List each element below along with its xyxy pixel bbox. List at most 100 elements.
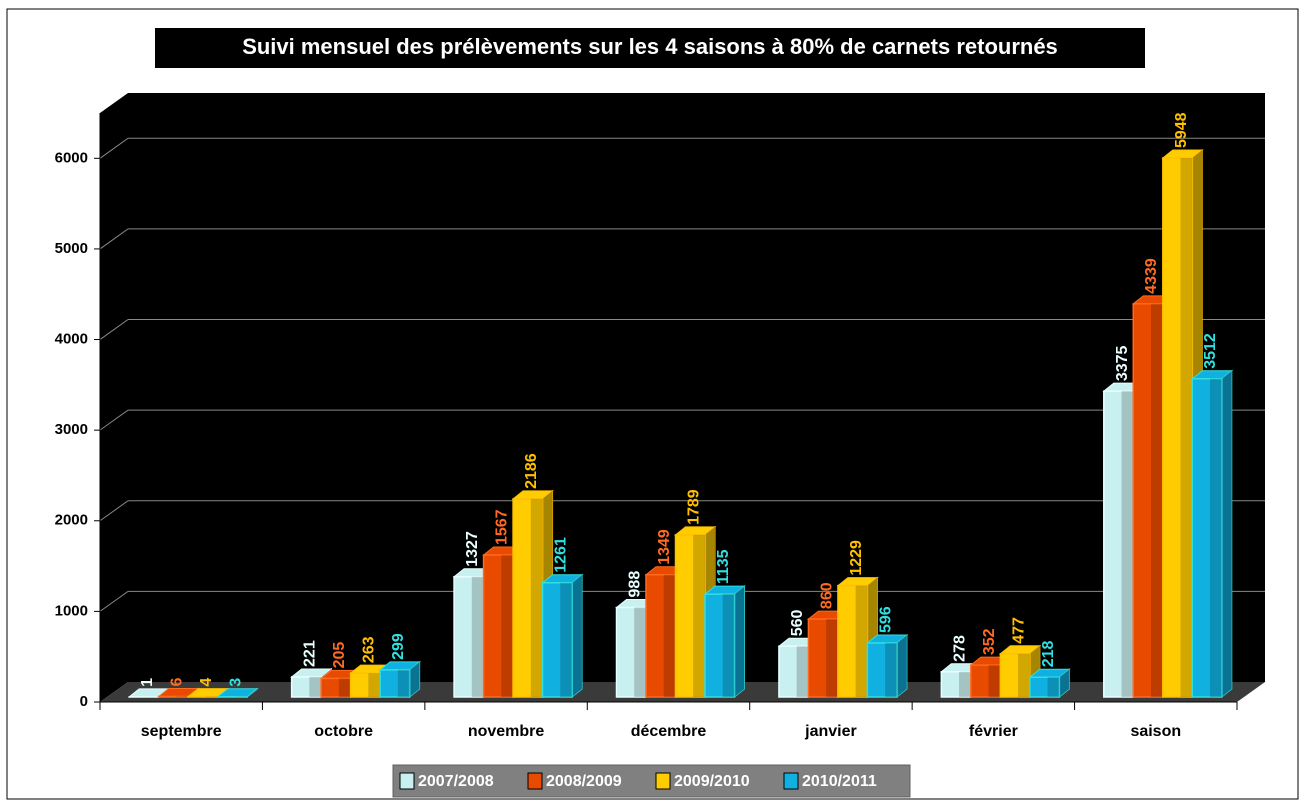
bar-front-shade <box>176 696 189 697</box>
bar-front-shade <box>501 555 514 697</box>
bar-front-shade <box>368 673 381 697</box>
legend-swatch <box>527 772 543 790</box>
legend-swatch <box>399 772 415 790</box>
legend-label: 2010/2011 <box>802 773 877 790</box>
bar-front-shade <box>885 642 897 697</box>
value-label: 2186 <box>523 453 540 489</box>
bar-front-shade <box>634 607 646 697</box>
x-tick-label: novembre <box>468 723 545 740</box>
y-tick-label: 5000 <box>55 240 88 257</box>
bar-front-shade <box>693 534 705 697</box>
grid-line-side <box>99 319 129 340</box>
value-label: 3375 <box>1114 345 1131 381</box>
y-tick-label: 1000 <box>55 602 88 619</box>
bar-front <box>541 581 573 698</box>
value-label: 4 <box>198 678 215 687</box>
value-label: 1349 <box>656 529 673 565</box>
value-label: 352 <box>981 628 998 655</box>
x-tick-label: février <box>969 723 1018 740</box>
value-label: 299 <box>390 633 407 660</box>
value-label: 1135 <box>715 549 732 584</box>
value-label: 3512 <box>1202 333 1219 369</box>
value-label: 596 <box>877 606 894 633</box>
bar-front <box>807 618 839 698</box>
bar-front-shade <box>1180 158 1193 697</box>
bar-front <box>999 653 1031 698</box>
x-tick-label: septembre <box>141 723 222 740</box>
value-label: 218 <box>1040 640 1057 667</box>
value-label: 860 <box>818 582 835 609</box>
value-label: 205 <box>331 642 348 669</box>
y-tick-label: 3000 <box>55 421 88 438</box>
value-label: 1789 <box>685 489 702 525</box>
chart-title: Suivi mensuel des prélèvements sur les 4… <box>242 34 1058 59</box>
grid-line-side <box>99 590 129 612</box>
bar-front-shade <box>1150 303 1163 697</box>
bar-front <box>482 554 514 698</box>
bar-side-shade <box>896 634 907 697</box>
y-tick-label: 6000 <box>55 149 88 166</box>
value-label: 1 <box>139 678 156 687</box>
bar-front-shade <box>560 582 573 697</box>
bar-front <box>778 645 810 698</box>
value-label: 1261 <box>553 537 570 573</box>
bar-front-shade <box>530 498 543 697</box>
bar-front <box>837 584 869 698</box>
y-tick-label: 0 <box>80 693 88 710</box>
bar-front-shade <box>988 665 1001 697</box>
bar-front <box>674 534 706 698</box>
bar-front-shade <box>855 585 868 697</box>
bar <box>836 576 879 699</box>
bar-front-shade <box>309 676 322 697</box>
value-label: 6 <box>169 677 186 686</box>
title-box <box>155 28 1145 68</box>
bar-front-shade <box>959 671 971 697</box>
value-label: 1327 <box>464 531 481 567</box>
bar-front <box>1191 378 1223 698</box>
bar-front-shade <box>1121 391 1134 697</box>
value-label: 263 <box>361 636 378 663</box>
bar-front-shade <box>826 619 838 697</box>
bar-front <box>866 642 898 698</box>
bar-front-shade <box>722 594 735 697</box>
grid-line-side <box>99 228 129 250</box>
bar-front-shade <box>397 669 410 697</box>
bar-side-shade <box>1221 370 1232 697</box>
bar-side-shade <box>734 586 745 697</box>
bar <box>541 573 584 699</box>
bar-front <box>970 664 1002 698</box>
value-label: 278 <box>951 635 968 662</box>
bar-side-shade <box>572 574 583 697</box>
bar-side-shade <box>409 661 420 697</box>
legend-label: 2009/2010 <box>674 773 750 790</box>
y-tick-label: 2000 <box>55 512 88 529</box>
legend-label: 2008/2009 <box>546 773 622 790</box>
bar-side-shade <box>247 688 258 697</box>
side-wall <box>100 93 128 702</box>
grid-line-side <box>99 409 129 431</box>
bar-front <box>615 606 647 698</box>
x-tick-label: saison <box>1130 723 1181 740</box>
x-tick-label: janvier <box>804 723 857 740</box>
x-tick-label: octobre <box>314 723 373 740</box>
value-label: 1567 <box>494 509 511 545</box>
bar <box>703 585 746 699</box>
value-label: 1229 <box>848 540 865 576</box>
legend-box <box>392 764 911 798</box>
legend-swatch <box>655 772 671 790</box>
value-label: 477 <box>1010 617 1027 644</box>
bar <box>378 660 422 699</box>
bar <box>1190 369 1234 699</box>
value-label: 988 <box>626 571 643 598</box>
bar-front <box>645 574 677 698</box>
y-tick-label: 4000 <box>55 331 88 348</box>
legend-swatch <box>783 772 799 790</box>
value-label: 221 <box>302 640 319 667</box>
bar-front <box>379 669 411 698</box>
x-tick-label: décembre <box>631 723 707 740</box>
bar-front-shade <box>1209 378 1222 697</box>
value-label: 5948 <box>1173 112 1190 148</box>
bar <box>1028 668 1071 699</box>
bar-front-shade <box>338 678 351 697</box>
